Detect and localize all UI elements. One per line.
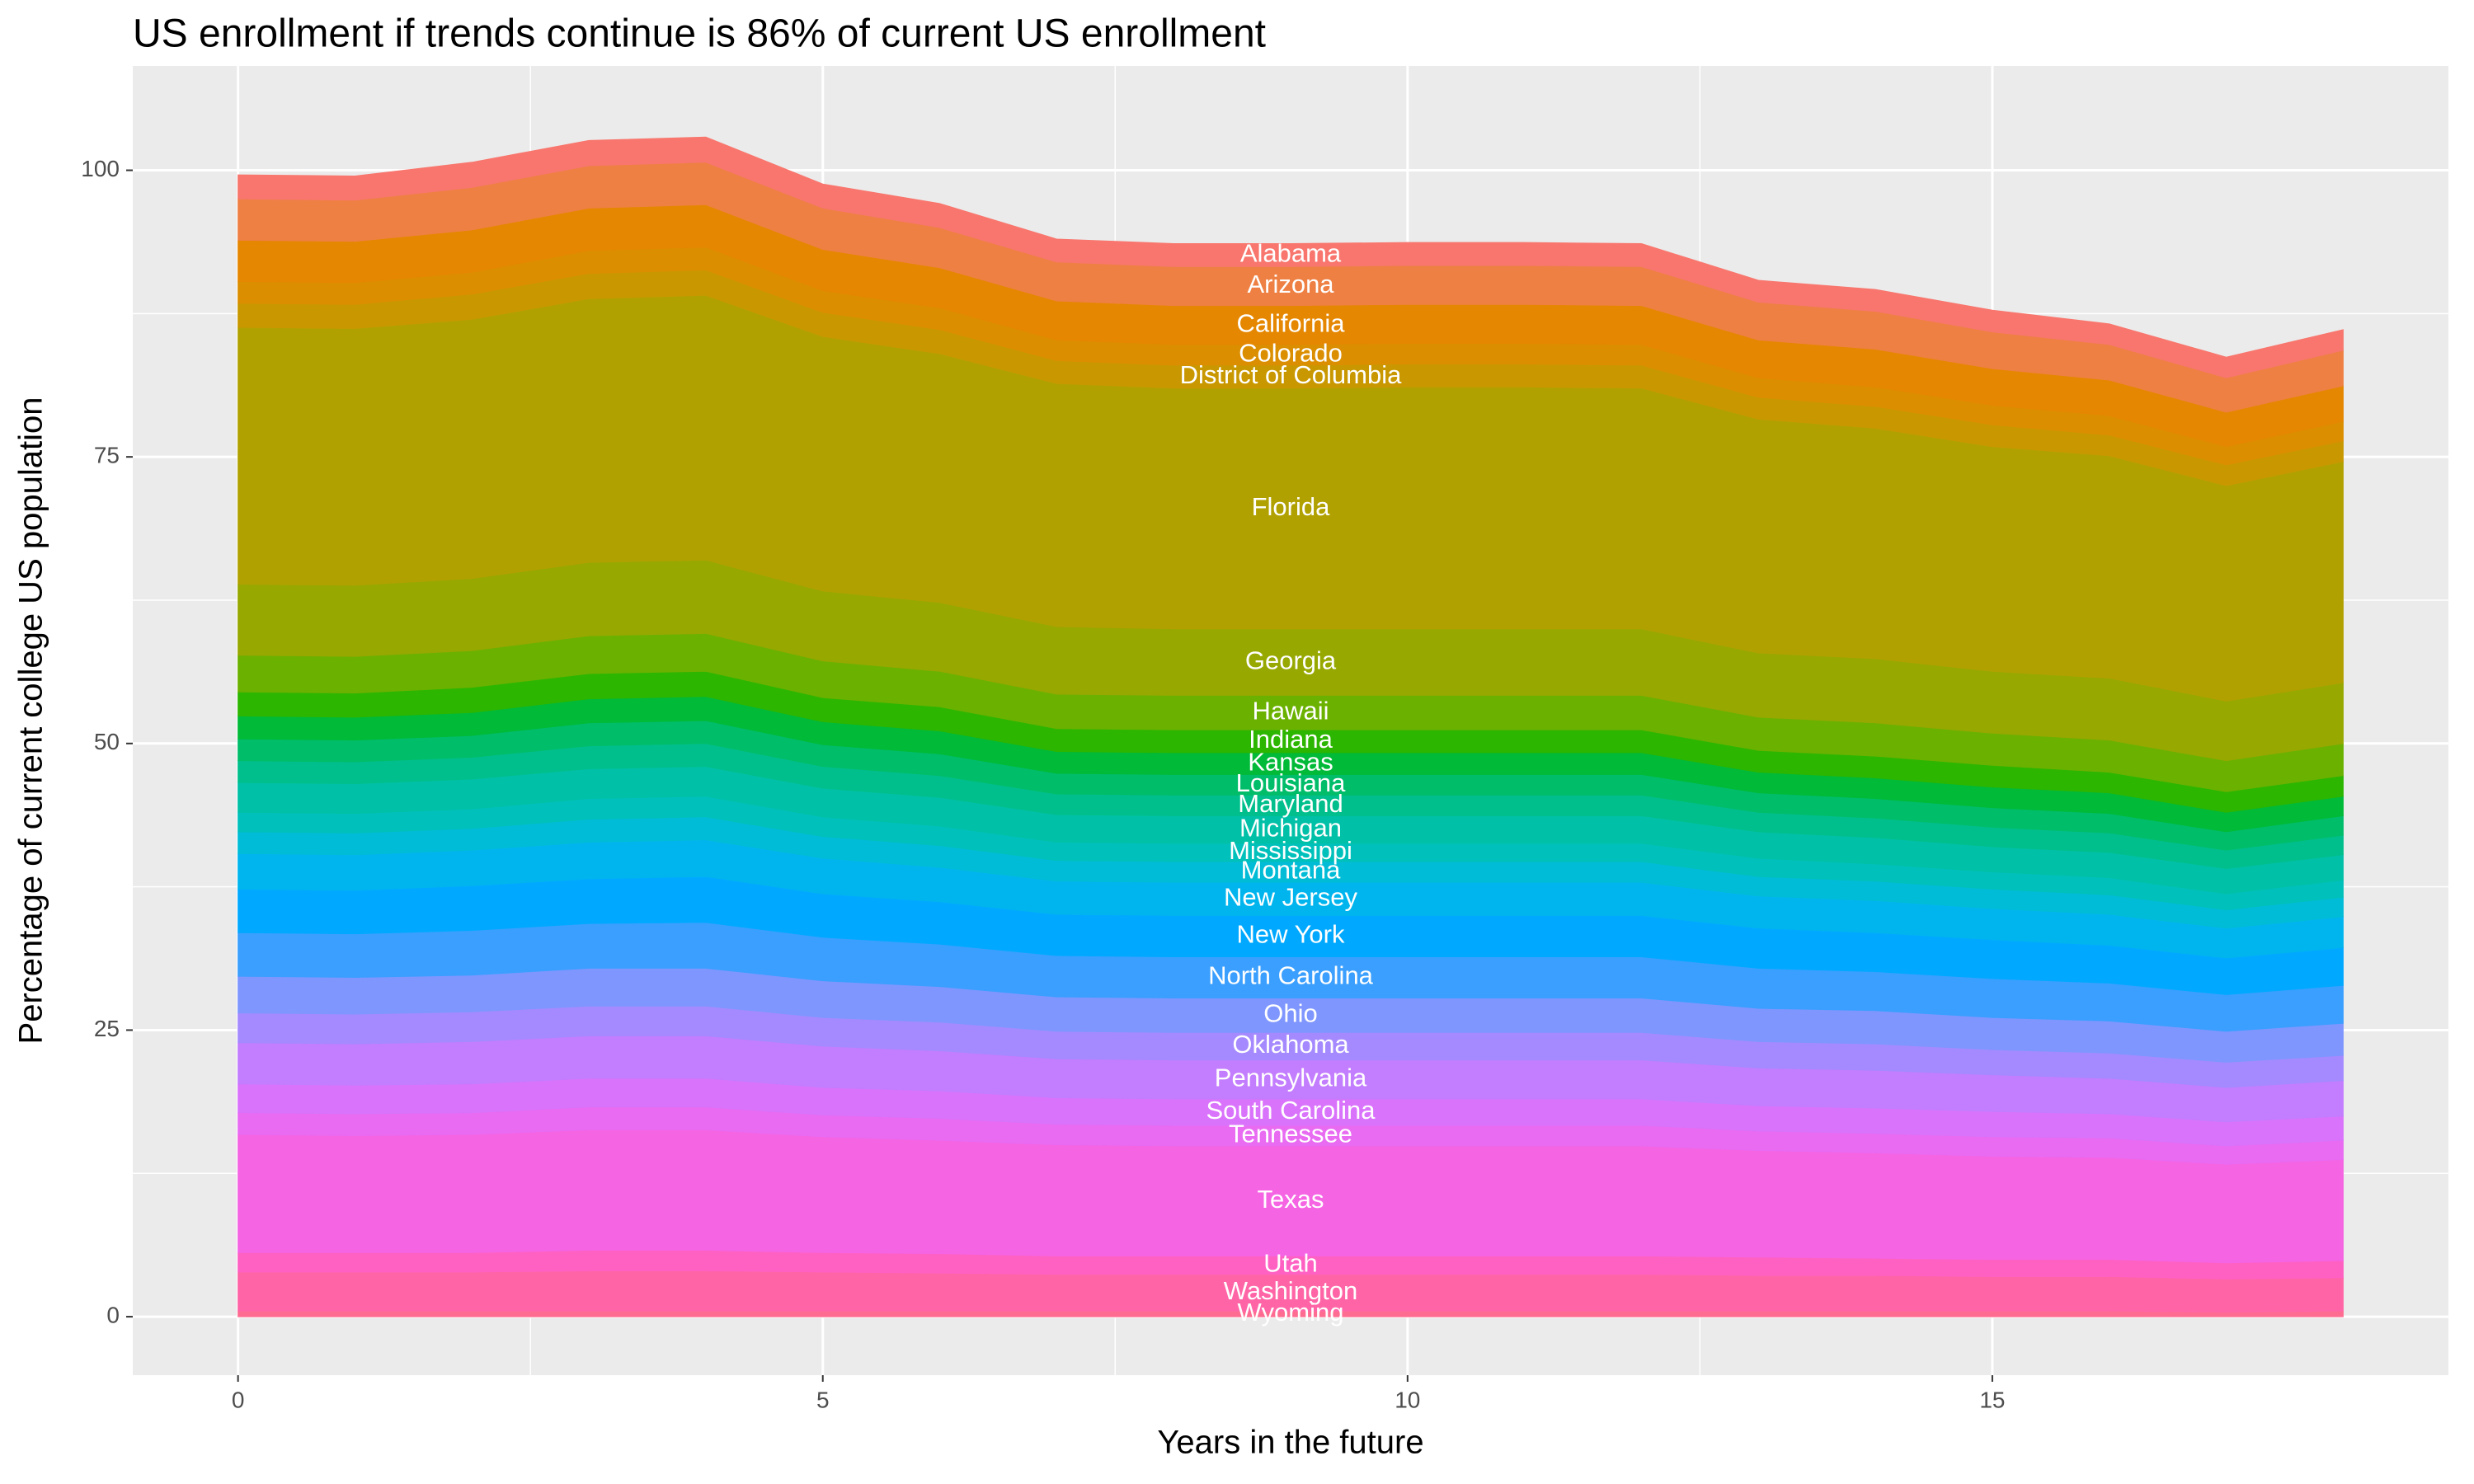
series-label: Maryland: [1238, 789, 1343, 818]
x-tick-label: 10: [1395, 1387, 1420, 1412]
series-label: Tennessee: [1229, 1120, 1352, 1148]
area: [238, 136, 2344, 378]
x-axis-title: Years in the future: [1157, 1425, 1423, 1461]
series-label: Oklahoma: [1232, 1030, 1349, 1059]
y-tick-label: 50: [94, 729, 120, 754]
y-tick-label: 100: [81, 156, 120, 181]
series-label: Alabama: [1240, 239, 1342, 268]
series-label: Florida: [1252, 492, 1331, 521]
series-label: California: [1237, 308, 1346, 337]
series-label: New York: [1237, 920, 1345, 949]
series-label: Washington: [1224, 1276, 1358, 1305]
series-label: Indiana: [1249, 725, 1333, 754]
series-label: District of Columbia: [1180, 360, 1402, 389]
y-tick-label: 75: [94, 443, 120, 468]
series-label: Pennsylvania: [1215, 1063, 1367, 1092]
chart-title: US enrollment if trends continue is 86% …: [133, 12, 1266, 56]
series-label: Arizona: [1247, 270, 1334, 298]
series-label: Hawaii: [1252, 696, 1329, 725]
y-tick-label: 0: [106, 1302, 120, 1327]
y-axis-title: Percentage of current college US populat…: [13, 397, 49, 1045]
series-label: Montana: [1241, 856, 1341, 885]
series-label: Utah: [1263, 1249, 1317, 1278]
x-tick-label: 5: [816, 1387, 830, 1412]
series-label: Louisiana: [1236, 768, 1346, 797]
x-tick-label: 15: [1979, 1387, 2005, 1412]
series-label: Texas: [1258, 1185, 1324, 1214]
x-tick-label: 0: [232, 1387, 245, 1412]
series-label: Kansas: [1248, 747, 1333, 776]
series-label: Ohio: [1263, 999, 1317, 1028]
series-label: Mississippi: [1229, 836, 1352, 865]
series-label: North Carolina: [1208, 961, 1374, 990]
series-label: Colorado: [1239, 339, 1343, 368]
series-label: New Jersey: [1224, 882, 1357, 911]
series-label: Georgia: [1245, 646, 1337, 674]
series-label: Wyoming: [1238, 1298, 1344, 1327]
y-tick-label: 25: [94, 1016, 120, 1041]
series-label: South Carolina: [1206, 1096, 1376, 1125]
series-label: Michigan: [1239, 813, 1342, 842]
